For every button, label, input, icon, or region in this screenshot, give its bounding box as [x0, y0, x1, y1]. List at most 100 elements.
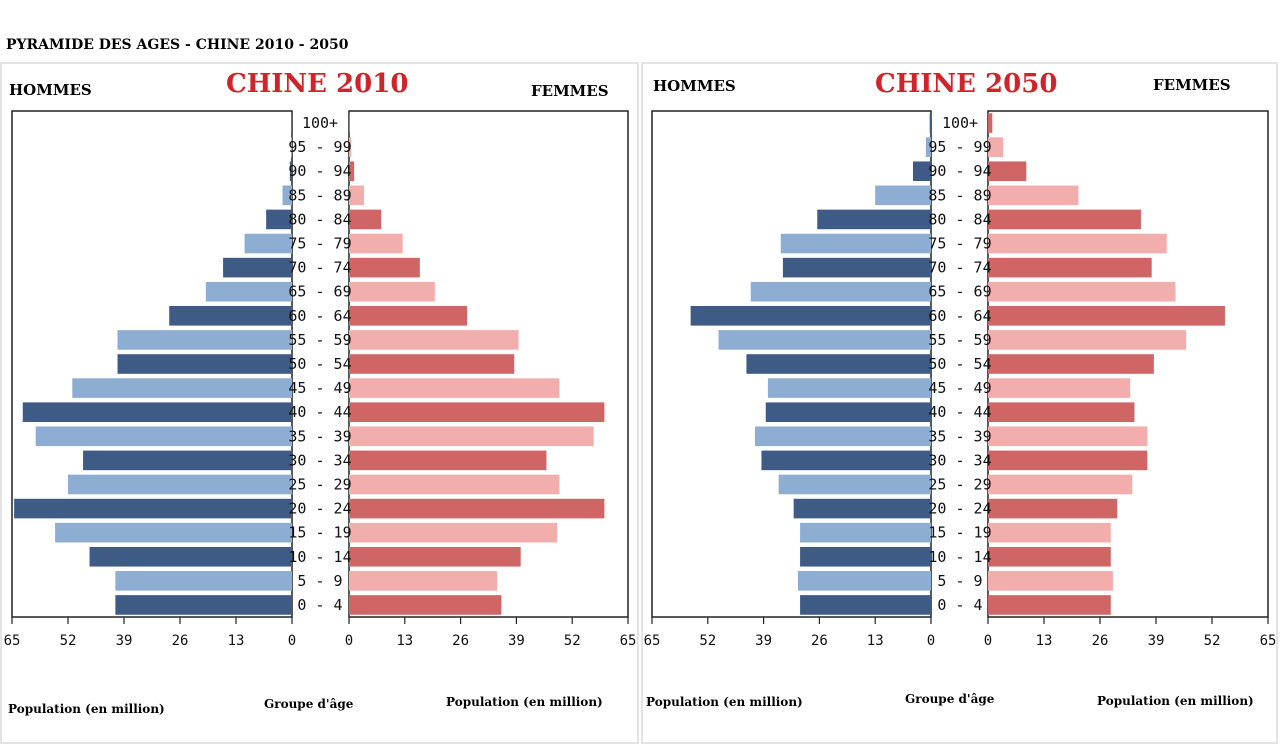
bar-women: [988, 571, 1113, 591]
age-group-label: 95 - 99: [288, 138, 351, 156]
bar-men: [761, 450, 931, 471]
bar-women: [349, 354, 515, 374]
women-label: FEMMES: [1153, 76, 1231, 94]
bar-men: [778, 474, 931, 495]
age-group-label: 85 - 89: [928, 186, 991, 204]
bar-men: [767, 378, 931, 398]
bar-men: [291, 137, 292, 157]
x-tick-label-men: 52: [60, 633, 77, 649]
age-group-label: 55 - 59: [288, 331, 351, 349]
age-group-label: 85 - 89: [288, 186, 351, 204]
bar-men: [244, 233, 292, 254]
age-group-label: 15 - 19: [928, 524, 991, 542]
bar-men: [115, 595, 292, 615]
bar-women: [349, 450, 547, 471]
bar-men: [89, 546, 293, 567]
bar-women: [349, 257, 420, 278]
age-group-label: 75 - 79: [928, 235, 991, 253]
bar-women: [988, 257, 1152, 278]
age-group-label: 50 - 54: [928, 355, 991, 373]
x-tick-label-men: 26: [811, 633, 828, 649]
men-xlabel: Population (en million): [646, 695, 803, 709]
age-group-label: 95 - 99: [928, 138, 991, 156]
age-group-label: Groupe d'âge: [905, 692, 995, 706]
bar-women: [988, 161, 1027, 182]
bar-men: [22, 402, 293, 422]
bar-men: [55, 522, 293, 543]
bar-women: [988, 209, 1141, 230]
age-group-label: 5 - 9: [297, 572, 342, 590]
bar-women: [988, 595, 1111, 615]
x-tick-label-men: 0: [288, 633, 296, 649]
bar-men: [817, 209, 931, 230]
age-group-label: 55 - 59: [928, 331, 991, 349]
bar-men: [169, 306, 292, 326]
bar-women: [988, 402, 1135, 422]
bar-men: [797, 571, 931, 591]
age-group-label: 70 - 74: [928, 259, 991, 277]
bar-women: [988, 354, 1154, 374]
bar-women: [349, 498, 605, 519]
age-group-label: 80 - 84: [928, 210, 991, 228]
bar-men: [765, 402, 931, 422]
chart-title: CHINE 2010: [226, 69, 409, 99]
age-group-label: 20 - 24: [288, 500, 351, 518]
bar-men: [35, 426, 292, 447]
x-tick-label-men: 39: [755, 633, 772, 649]
age-group-label: 45 - 49: [288, 379, 351, 397]
bar-women: [988, 498, 1118, 519]
bar-women: [988, 378, 1131, 398]
age-group-label: 90 - 94: [928, 162, 991, 180]
bar-men: [800, 522, 931, 543]
age-group-label: 0 - 4: [297, 596, 342, 614]
age-group-label: 5 - 9: [937, 572, 982, 590]
bar-women: [349, 281, 435, 302]
bar-men: [800, 546, 931, 567]
x-tick-label-men: 26: [172, 633, 189, 649]
age-group-label: 30 - 34: [288, 451, 351, 469]
bar-women: [988, 233, 1167, 254]
x-tick-label-men: 39: [116, 633, 133, 649]
bar-women: [988, 281, 1176, 302]
age-group-label: 70 - 74: [288, 259, 351, 277]
x-tick-label-women: 65: [1260, 633, 1277, 649]
x-tick-label-women: 65: [620, 633, 637, 649]
age-group-label: 35 - 39: [928, 427, 991, 445]
bar-women: [988, 185, 1079, 206]
bar-women: [988, 522, 1111, 543]
bar-men: [117, 354, 293, 374]
bar-men: [929, 113, 931, 133]
bar-men: [780, 233, 931, 254]
age-group-label: 30 - 34: [928, 451, 991, 469]
age-group-label: 0 - 4: [937, 596, 982, 614]
bar-men: [282, 185, 292, 206]
age-group-label: 10 - 14: [928, 548, 991, 566]
bar-women: [988, 474, 1133, 495]
bar-women: [349, 426, 594, 447]
age-group-label: 90 - 94: [288, 162, 351, 180]
bar-men: [750, 281, 931, 302]
age-group-label: 25 - 29: [288, 475, 351, 493]
bar-women: [349, 137, 352, 157]
age-group-label: 65 - 69: [288, 283, 351, 301]
bar-men: [755, 426, 931, 447]
age-group-label: 100+: [942, 114, 978, 132]
x-tick-label-men: 13: [228, 633, 245, 649]
women-label: FEMMES: [531, 82, 609, 100]
bar-men: [266, 209, 292, 230]
x-tick-label-women: 13: [1036, 633, 1053, 649]
x-tick-label-women: 39: [1148, 633, 1165, 649]
bar-women: [349, 474, 560, 495]
men-xlabel: Population (en million): [8, 702, 165, 716]
bar-men: [205, 281, 292, 302]
bar-men: [72, 378, 292, 398]
age-group-label: 75 - 79: [288, 235, 351, 253]
x-tick-label-women: 52: [1204, 633, 1221, 649]
bar-women: [349, 402, 605, 422]
bar-women: [988, 546, 1111, 567]
x-tick-label-women: 0: [984, 633, 992, 649]
bar-men: [223, 257, 292, 278]
women-xlabel: Population (en million): [446, 695, 603, 709]
bar-women: [349, 209, 382, 230]
